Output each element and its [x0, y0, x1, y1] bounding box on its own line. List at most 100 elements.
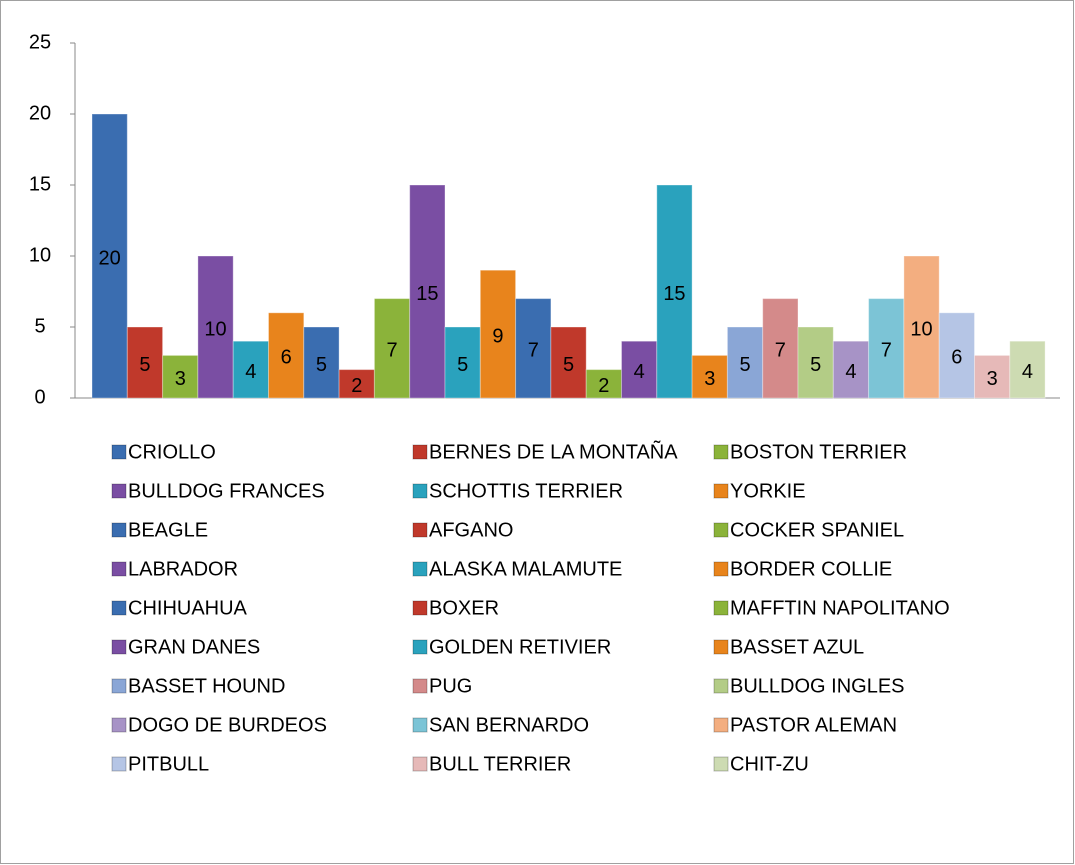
data-label: 15 [416, 283, 438, 305]
legend-label: GRAN DANES [128, 636, 260, 658]
legend-label: BOXER [429, 597, 499, 619]
legend-label: GOLDEN RETIVIER [429, 636, 611, 658]
bar [550, 326, 587, 399]
legend-swatch [713, 756, 729, 772]
bar [268, 312, 305, 399]
legend-label: LABRADOR [128, 558, 238, 580]
legend-swatch [713, 522, 729, 538]
data-label: 10 [204, 318, 226, 340]
bar [974, 354, 1011, 399]
legend-label: BEAGLE [128, 519, 208, 541]
legend-swatch [111, 717, 127, 733]
legend-label: MAFFTIN NAPOLITANO [730, 597, 950, 619]
legend-label: BULL TERRIER [429, 753, 571, 775]
legend-label: BERNES DE LA MONTAÑA [429, 439, 678, 463]
bar [303, 326, 340, 399]
legend-label: YORKIE [730, 480, 806, 502]
bar [515, 298, 552, 399]
legend-swatch [111, 522, 127, 538]
y-tick-label: 20 [29, 102, 51, 124]
data-label: 5 [316, 354, 327, 376]
bar [444, 326, 481, 399]
y-tick-label: 0 [34, 386, 45, 408]
bar [797, 326, 834, 399]
legend-swatch [713, 600, 729, 616]
bar [656, 184, 693, 399]
legend-label: ALASKA MALAMUTE [429, 558, 622, 580]
legend-swatch [713, 444, 729, 460]
legend-swatch [111, 561, 127, 577]
data-label: 3 [175, 368, 186, 390]
legend-label: BASSET AZUL [730, 636, 864, 658]
legend-label: PASTOR ALEMAN [730, 714, 897, 736]
legend-label: SCHOTTIS TERRIER [429, 480, 623, 502]
legend-label: AFGANO [429, 519, 513, 541]
legend-label: PUG [429, 675, 472, 697]
legend-label: SAN BERNARDO [429, 714, 589, 736]
legend-swatch [713, 483, 729, 499]
legend-swatch [412, 756, 428, 772]
legend-label: CHIT-ZU [730, 753, 809, 775]
data-label: 7 [881, 340, 892, 362]
data-label: 6 [281, 347, 292, 369]
data-label: 7 [775, 340, 786, 362]
legend-label: BASSET HOUND [128, 675, 285, 697]
data-label: 5 [139, 354, 150, 376]
data-label: 5 [457, 354, 468, 376]
legend-swatch [111, 678, 127, 694]
data-label: 10 [910, 318, 932, 340]
legend-swatch [111, 483, 127, 499]
data-label: 6 [951, 347, 962, 369]
bar [938, 312, 976, 399]
data-label: 4 [1022, 361, 1033, 383]
data-label: 3 [987, 368, 998, 390]
y-tick-label: 10 [29, 244, 51, 266]
bar [585, 369, 623, 399]
data-label: 15 [663, 283, 685, 305]
legend-label: CRIOLLO [128, 441, 216, 463]
legend-swatch [713, 561, 729, 577]
data-label: 3 [704, 368, 715, 390]
legend-label: BULLDOG INGLES [730, 675, 905, 697]
legend-swatch [412, 561, 428, 577]
data-label: 20 [99, 247, 121, 269]
y-tick-label: 15 [29, 173, 51, 195]
data-label: 4 [845, 361, 856, 383]
y-tick-label: 5 [34, 315, 45, 337]
bar [338, 369, 375, 399]
bar [868, 298, 905, 399]
data-label: 7 [528, 340, 539, 362]
data-label: 7 [386, 340, 397, 362]
y-tick-label: 25 [29, 31, 51, 53]
legend-label: CHIHUAHUA [128, 597, 248, 619]
legend-label: BULLDOG FRANCES [128, 480, 325, 502]
legend-swatch [111, 639, 127, 655]
legend-label: BOSTON TERRIER [730, 441, 907, 463]
legend-swatch [412, 678, 428, 694]
data-label: 2 [351, 375, 362, 397]
data-label: 4 [245, 361, 256, 383]
legend-label: COCKER SPANIEL [730, 519, 904, 541]
bar [409, 184, 446, 399]
legend-label: DOGO DE BURDEOS [128, 714, 327, 736]
legend-swatch [412, 522, 428, 538]
legend-swatch [412, 483, 428, 499]
data-label: 5 [810, 354, 821, 376]
bar [621, 340, 658, 399]
bar [91, 113, 128, 399]
data-label: 4 [634, 361, 645, 383]
legend-swatch [713, 678, 729, 694]
legend-label: PITBULL [128, 753, 209, 775]
legend-label: BORDER COLLIE [730, 558, 892, 580]
legend-swatch [412, 444, 428, 460]
data-label: 5 [739, 354, 750, 376]
bar [691, 354, 728, 399]
data-label: 5 [563, 354, 574, 376]
legend-swatch [713, 717, 729, 733]
bar [1009, 340, 1046, 399]
bar [479, 269, 517, 399]
legend-swatch [111, 444, 127, 460]
data-label: 2 [598, 375, 609, 397]
legend-swatch [713, 639, 729, 655]
